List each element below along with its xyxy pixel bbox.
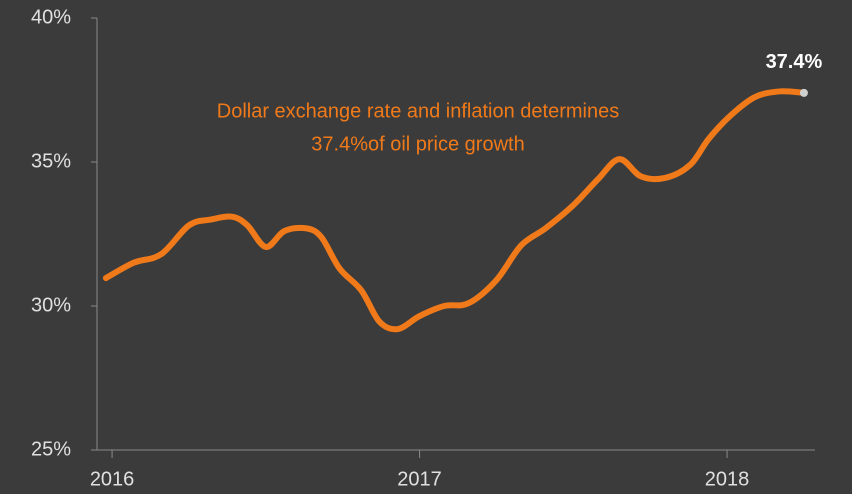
annotation: 37.4%of oil price growth (311, 133, 524, 155)
y-tick-label: 35% (31, 150, 71, 172)
y-tick-label: 40% (31, 6, 71, 28)
y-tick-label: 25% (31, 438, 71, 460)
x-tick-label: 2016 (90, 468, 135, 490)
x-tick-label: 2017 (397, 468, 442, 490)
x-tick-label: 2018 (705, 468, 750, 490)
line (102, 88, 807, 333)
y-tick-label: 30% (31, 294, 71, 316)
value-label: 37.4% (766, 51, 823, 73)
end-point (799, 88, 808, 97)
annotation: Dollar exchange rate and inflation deter… (217, 100, 619, 122)
